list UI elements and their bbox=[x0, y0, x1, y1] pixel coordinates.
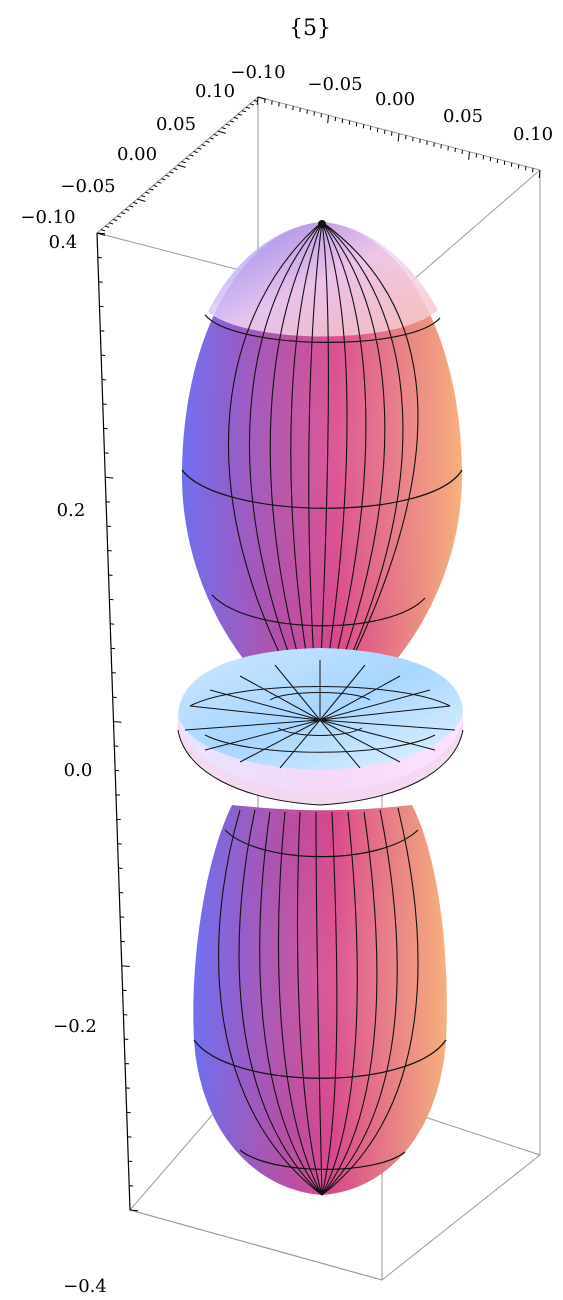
tick-mark bbox=[112, 218, 118, 222]
tick-mark bbox=[225, 123, 230, 126]
tick-mark bbox=[113, 721, 122, 723]
lower-lobe bbox=[193, 805, 447, 1196]
tick-mark bbox=[104, 225, 110, 228]
tick-mark bbox=[169, 171, 174, 174]
upper-lobe bbox=[181, 220, 463, 726]
tick-mark bbox=[177, 164, 186, 168]
tick-mark bbox=[221, 127, 226, 130]
tick-mark bbox=[197, 147, 202, 150]
z-tick-label: 0.4 bbox=[49, 232, 78, 253]
tick-mark bbox=[538, 169, 541, 179]
torus-grid bbox=[177, 660, 464, 806]
z-tick-label: −0.2 bbox=[53, 1016, 97, 1037]
z-tick-label: 0.0 bbox=[64, 760, 93, 781]
tick-mark bbox=[161, 178, 166, 181]
tick-mark bbox=[133, 201, 138, 205]
tick-mark bbox=[233, 116, 238, 120]
tick-mark bbox=[153, 184, 158, 188]
tick-mark bbox=[129, 1209, 139, 1212]
tick-mark bbox=[213, 133, 218, 137]
upper-lobe-parallels bbox=[181, 314, 463, 627]
z-axis-ticks bbox=[96, 232, 139, 1212]
left-top-axis-ticks bbox=[96, 96, 267, 236]
tick-mark bbox=[105, 476, 114, 479]
z-tick-label: 0.2 bbox=[57, 500, 86, 521]
tick-mark bbox=[237, 113, 243, 116]
tick-mark bbox=[201, 144, 206, 147]
tick-mark bbox=[141, 195, 146, 198]
y-tick-label: 0.10 bbox=[195, 81, 235, 102]
torus bbox=[177, 648, 464, 806]
upper-lobe-meridians bbox=[227, 221, 419, 726]
tick-mark bbox=[157, 181, 162, 184]
tick-mark bbox=[116, 215, 122, 218]
y-tick-label: −0.10 bbox=[20, 207, 75, 228]
x-tick-label: −0.10 bbox=[230, 62, 285, 83]
tick-mark bbox=[205, 140, 210, 143]
x-tick-label: −0.05 bbox=[307, 74, 362, 95]
tick-mark bbox=[229, 120, 234, 123]
y-tick-label: 0.00 bbox=[117, 144, 157, 165]
front-box-edges bbox=[129, 1209, 383, 1281]
x-tick-label: 0.10 bbox=[513, 124, 553, 145]
x-tick-label: 0.05 bbox=[443, 106, 483, 127]
tick-mark bbox=[137, 198, 146, 202]
tick-mark bbox=[193, 150, 198, 154]
z-tick-label: −0.4 bbox=[63, 1276, 107, 1297]
y-tick-label: 0.05 bbox=[156, 114, 196, 135]
tick-mark bbox=[249, 103, 255, 106]
tick-mark bbox=[145, 191, 150, 194]
tick-mark bbox=[173, 167, 178, 171]
tick-mark bbox=[165, 174, 170, 177]
lower-lobe-parallels bbox=[193, 829, 447, 1170]
tick-mark bbox=[181, 161, 186, 164]
tick-mark bbox=[253, 99, 259, 103]
lower-lobe-meridians bbox=[218, 807, 419, 1196]
tick-mark bbox=[149, 188, 154, 191]
tick-mark bbox=[257, 96, 267, 100]
tick-mark bbox=[397, 133, 400, 142]
tick-mark bbox=[108, 222, 114, 225]
tick-mark bbox=[100, 229, 106, 232]
tick-mark bbox=[121, 965, 130, 968]
y-tick-label: −0.05 bbox=[60, 176, 115, 197]
tick-mark bbox=[327, 115, 329, 124]
top-axis-ticks bbox=[256, 96, 541, 179]
tick-mark bbox=[121, 212, 126, 215]
tick-mark bbox=[129, 205, 134, 208]
tick-mark bbox=[125, 208, 130, 211]
tick-mark bbox=[241, 110, 247, 113]
tick-mark bbox=[209, 137, 214, 140]
tick-mark bbox=[217, 130, 226, 134]
x-tick-label: 0.00 bbox=[375, 89, 415, 110]
chart-title: {5} bbox=[289, 16, 331, 41]
tick-mark bbox=[185, 157, 190, 160]
tick-mark bbox=[189, 154, 194, 157]
tick-mark bbox=[245, 106, 251, 109]
tick-mark bbox=[96, 232, 106, 236]
tick-mark bbox=[468, 151, 470, 160]
